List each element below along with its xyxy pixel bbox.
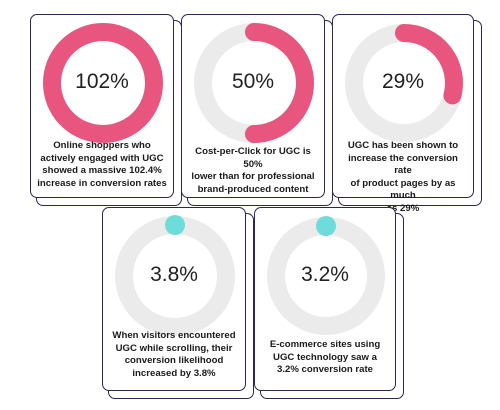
- stat-card: 3.2% E-commerce sites using UGC technolo…: [254, 207, 404, 399]
- stat-caption: When visitors encountered UGC while scro…: [109, 330, 239, 380]
- donut-chart: [267, 216, 385, 335]
- stat-caption: Cost-per-Click for UGC is 50% lower than…: [188, 146, 318, 196]
- caption-line: conversion likelihood: [124, 355, 224, 366]
- card-face: 3.2% E-commerce sites using UGC technolo…: [254, 207, 396, 391]
- donut-chart: [194, 23, 314, 143]
- caption-line: increase in conversion rates: [37, 177, 167, 189]
- stat-value: 29%: [381, 70, 425, 93]
- stat-value: 50%: [231, 70, 275, 93]
- stat-caption: E-commerce sites using UGC technology sa…: [261, 339, 389, 377]
- caption-line: Online shoppers who: [53, 140, 151, 151]
- donut-fill: [316, 216, 336, 236]
- caption-line: actively engaged with UGC: [40, 152, 164, 164]
- caption-line: brand-produced content: [197, 183, 309, 195]
- caption-line: lower than for professional: [191, 171, 315, 182]
- stat-value: 3.2%: [301, 263, 349, 286]
- stat-caption: UGC has been shown to increase the conve…: [339, 140, 467, 215]
- caption-line: 3.2% conversion rate: [277, 364, 373, 375]
- stat-card: 50% Cost-per-Click for UGC is 50% lower …: [181, 14, 333, 206]
- caption-line: UGC has been shown to: [347, 140, 459, 151]
- donut-fill: [245, 23, 314, 143]
- donut-fill: [165, 215, 185, 235]
- card-face: 50% Cost-per-Click for UGC is 50% lower …: [181, 14, 325, 198]
- caption-line: increased by 3.8%: [132, 367, 216, 379]
- caption-line: increase the conversion rate: [348, 152, 458, 177]
- donut-chart: [43, 23, 163, 143]
- caption-line: UGC while scrolling, their: [115, 342, 233, 354]
- stat-value: 102%: [75, 70, 129, 93]
- caption-line: UGC technology saw a: [273, 351, 377, 363]
- caption-line: showed a massive 102.4%: [42, 165, 162, 176]
- card-face: 29% UGC has been shown to increase the c…: [332, 14, 474, 214]
- stat-caption: Online shoppers who actively engaged wit…: [37, 140, 167, 190]
- caption-line: as 29%: [386, 202, 420, 214]
- stat-card: 102% Online shoppers who actively engage…: [30, 14, 182, 206]
- caption-line: E-commerce sites using: [269, 339, 381, 350]
- stat-card: 29% UGC has been shown to increase the c…: [332, 14, 482, 214]
- card-face: 102% Online shoppers who actively engage…: [30, 14, 174, 198]
- donut-fill: [43, 23, 163, 143]
- donut-fill: [395, 24, 463, 105]
- caption-line: When visitors encountered: [112, 330, 236, 341]
- donut-chart: [345, 24, 463, 142]
- card-face: 3.8% When visitors encountered UGC while…: [102, 207, 246, 391]
- caption-line: of product pages by as much: [350, 177, 456, 202]
- stat-value: 3.8%: [150, 263, 198, 286]
- donut-chart: [115, 215, 235, 336]
- caption-line: Cost-per-Click for UGC is 50%: [195, 146, 311, 170]
- stat-card: 3.8% When visitors encountered UGC while…: [102, 207, 254, 399]
